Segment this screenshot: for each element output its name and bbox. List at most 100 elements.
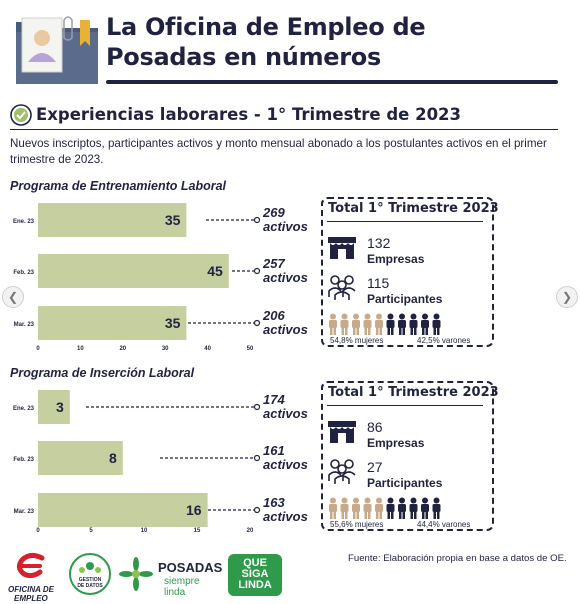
woman-icon <box>375 497 383 519</box>
mujeres-percent: 55,6% mujeres <box>330 520 384 529</box>
x-tick-label: 50 <box>247 346 254 352</box>
logo3-line2: siempre linda <box>164 576 200 598</box>
chart1-title: Programa de Entrenamiento Laboral <box>10 179 227 193</box>
man-icon <box>398 497 406 519</box>
x-tick-label: 30 <box>162 346 169 352</box>
active-label: activos <box>263 219 308 234</box>
logo1-line2: EMPLEO <box>14 594 48 603</box>
x-tick-label: 40 <box>204 346 211 352</box>
logo2-line2: DE DATOS <box>77 583 103 589</box>
leader-dot <box>253 216 261 224</box>
section-divider <box>10 129 558 130</box>
check-badge-icon <box>10 104 32 126</box>
category-label: Ene. 23 <box>13 219 35 225</box>
active-count: 269 <box>262 205 285 220</box>
active-label: activos <box>263 457 308 472</box>
man-icon <box>398 313 406 335</box>
category-label: Mar. 23 <box>14 509 35 515</box>
logo4-line1: QUE <box>243 557 267 569</box>
gender-pictogram <box>329 497 441 519</box>
empresas-label: Empresas <box>367 252 425 266</box>
man-icon <box>386 497 395 519</box>
intro-text: Nuevos inscriptos, participantes activos… <box>10 137 547 166</box>
bar-value-label: 45 <box>207 263 223 279</box>
active-label: activos <box>263 509 308 524</box>
active-label: activos <box>263 270 308 285</box>
folder-id-icon <box>16 16 98 84</box>
empresas-label: Empresas <box>367 436 425 450</box>
logo4-line2: SIGA <box>241 568 269 580</box>
logo4-line3: LINDA <box>238 579 272 591</box>
total-box-2: Total 1° Trimestre 2023 86 Empresas 27 P… <box>321 381 499 531</box>
store-icon <box>328 421 356 443</box>
logo-posadas: POSADAS siempre linda <box>118 556 223 598</box>
category-label: Feb. 23 <box>13 270 34 276</box>
bar-value-label: 35 <box>165 212 181 228</box>
participantes-label: Participantes <box>367 292 443 306</box>
leader-dot <box>253 319 261 327</box>
woman-icon <box>329 497 337 519</box>
bar <box>38 306 187 340</box>
participantes-count: 115 <box>367 275 390 291</box>
oficina-empleo-e-icon <box>16 552 45 579</box>
empresas-count: 86 <box>367 419 383 435</box>
active-count: 206 <box>262 308 285 323</box>
woman-icon <box>352 497 360 519</box>
x-tick-label: 10 <box>77 346 84 352</box>
man-icon <box>421 313 429 335</box>
category-label: Ene. 23 <box>13 406 35 412</box>
total-box-title: Total 1° Trimestre 2023 <box>328 201 499 216</box>
logo1-line1: OFICINA DE <box>8 585 54 594</box>
active-count: 174 <box>263 392 285 407</box>
box-divider <box>327 221 483 222</box>
category-label: Mar. 23 <box>14 322 35 328</box>
active-label: activos <box>263 322 308 337</box>
bar <box>38 390 70 424</box>
x-tick-label: 5 <box>89 528 93 534</box>
leader-dot <box>253 403 261 411</box>
woman-icon <box>340 497 349 519</box>
bar-value-label: 8 <box>109 450 117 466</box>
x-tick-label: 0 <box>36 528 40 534</box>
active-label: activos <box>263 406 308 421</box>
carousel-next-button[interactable]: ❯ <box>556 286 578 308</box>
man-icon <box>386 313 395 335</box>
participantes-label: Participantes <box>367 476 443 490</box>
bar-value-label: 16 <box>186 502 202 518</box>
man-icon <box>432 313 441 335</box>
x-tick-label: 15 <box>194 528 201 534</box>
gender-pictogram <box>329 313 441 335</box>
participantes-count: 27 <box>367 459 383 475</box>
gestion-datos-badge-icon <box>69 553 111 595</box>
logo-que-siga-linda: QUE SIGA LINDA <box>228 554 282 596</box>
woman-icon <box>363 313 372 335</box>
woman-icon <box>329 313 337 335</box>
category-label: Feb. 23 <box>13 457 34 463</box>
bar <box>38 203 187 237</box>
section-title: Experiencias laborares - 1° Trimestre de… <box>36 105 462 124</box>
logo2-line1: GESTION <box>78 577 102 583</box>
varones-percent: 42,5% varones <box>417 336 471 345</box>
active-count: 163 <box>263 495 285 510</box>
footer: OFICINA DE EMPLEO GESTION DE DATOS POSAD… <box>0 538 580 604</box>
x-tick-label: 20 <box>247 528 254 534</box>
chevron-left-icon: ❮ <box>7 290 19 304</box>
x-tick-label: 0 <box>36 346 40 352</box>
people-group-icon <box>328 459 356 484</box>
x-tick-label: 10 <box>141 528 148 534</box>
bar-value-label: 3 <box>56 399 64 415</box>
empresas-count: 132 <box>367 235 391 251</box>
woman-icon <box>340 313 349 335</box>
carousel-prev-button[interactable]: ❮ <box>2 286 24 308</box>
box-divider <box>327 405 483 406</box>
logo-gestion-datos: GESTION DE DATOS <box>68 552 112 596</box>
total-box-title: Total 1° Trimestre 2023 <box>328 385 499 400</box>
active-count: 161 <box>263 443 285 458</box>
logo3-line1: POSADAS <box>158 560 223 575</box>
man-icon <box>421 497 429 519</box>
total-box-1: Total 1° Trimestre 2023 132 Empresas 115… <box>321 197 499 347</box>
x-tick-label: 20 <box>119 346 126 352</box>
leader-dot <box>253 267 261 275</box>
